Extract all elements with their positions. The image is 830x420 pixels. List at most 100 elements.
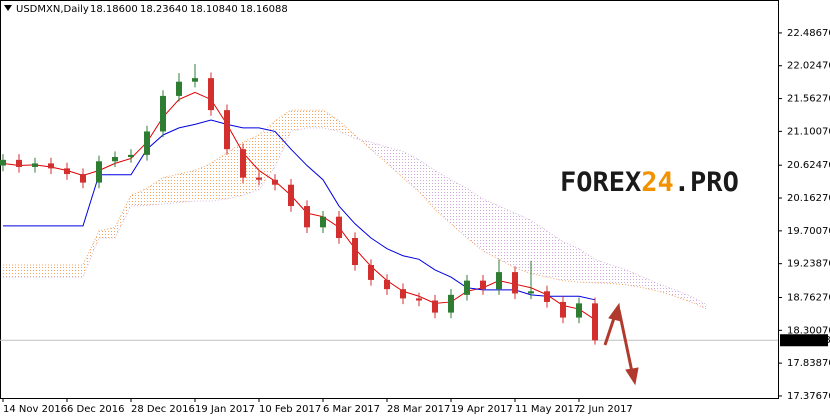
y-tick-label: 21.10070 [787,126,830,137]
candle-body [240,149,246,178]
y-tick-label: 19.23870 [787,259,830,270]
menu-triangle [4,5,12,11]
x-tick-label: 6 Mar 2017 [323,404,380,415]
candle-body [224,110,230,150]
symbol: USDMXN,Daily [16,4,89,15]
x-tick-label: 2 Jun 2017 [579,404,633,415]
candle-body [304,206,310,228]
cloud-fill [115,195,131,239]
ohlc-open: 18.18600 [90,4,138,15]
cloud-fill [371,142,387,164]
watermark: FOREX24.PRO [560,167,739,198]
candle-body [320,216,326,228]
candle-body [0,159,6,166]
cloud-fill [435,170,451,224]
candle-body [560,301,566,318]
cloud-fill [547,230,563,281]
cloud-fill [403,151,419,192]
x-tick-label: 10 Feb 2017 [259,404,321,415]
candle-body [448,294,454,313]
cloud-fill [19,265,35,278]
cloud-fill [339,120,355,139]
last-price-label: 18.16088 [783,335,830,346]
cloud-fill [499,206,515,268]
candle-body [192,78,198,82]
cloud-fill [659,284,675,297]
candle-body [592,303,598,341]
candle-body [432,300,438,313]
x-tick-label: 28 Mar 2017 [387,404,450,415]
cloud-fill [227,142,243,199]
candle-body [208,78,214,111]
cloud-fill [179,170,195,203]
candle-body [416,298,422,301]
cloud-fill [627,269,643,288]
x-tick-label: 19 Apr 2017 [451,404,513,415]
candle-body [256,177,262,180]
cloud-fill [99,227,115,239]
candle-body [384,279,390,290]
watermark-part: 24 [641,167,674,198]
y-tick-label: 18.76270 [787,292,830,303]
ohlc-low: 18.10840 [190,4,238,15]
candle-body [496,272,502,290]
cloud-fill [323,110,339,132]
y-tick-label: 17.83870 [787,358,830,369]
plot-frame [0,0,779,399]
cloud-fill [595,259,611,284]
y-tick-label: 19.70070 [787,226,830,237]
watermark-part: FOREX [560,167,641,198]
candle-body [32,163,38,167]
candle-body [512,272,518,294]
cloud-fill [483,198,499,260]
candle-body [544,291,550,302]
y-tick-label: 20.16270 [787,193,830,204]
candle-body [528,291,534,294]
arrow-down [617,309,634,373]
x-tick-label: 14 Nov 2016 [3,404,67,415]
cloud-fill [467,188,483,251]
candle-body [480,280,486,290]
candle-body [176,81,182,96]
cloud-span [3,127,708,306]
ohlc-close: 18.16088 [240,4,288,15]
cloud-fill [691,296,707,310]
arrow-up [603,314,617,346]
candle-body [128,154,134,158]
cloud-fill [275,110,291,167]
cloud-fill [643,277,659,292]
y-tick-label: 17.37670 [787,391,830,402]
candle-body [64,168,70,175]
candle-body [16,159,22,167]
candle-body [336,216,342,239]
y-tick-label: 21.56270 [787,94,830,105]
candle-body [288,184,294,207]
x-tick-label: 11 May 2017 [515,404,580,415]
candle-body [144,131,150,155]
y-tick-label: 22.02470 [787,61,830,72]
cloud-fill [243,134,259,196]
cloud-fill [307,110,323,128]
arrow-head [625,367,639,386]
cloud-fill [531,220,547,278]
candle-body [576,303,582,318]
x-tick-label: 6 Dec 2016 [67,404,125,415]
candle-body [272,179,278,185]
cloud-fill [563,241,579,283]
ohlc-high: 18.23640 [140,4,188,15]
x-tick-label: 19 Jan 2017 [195,404,255,415]
candle-body [80,174,86,183]
cloud-span [3,109,708,310]
cloud-fill [291,110,307,132]
cloud-fill [211,152,227,202]
cloud-fill [195,163,211,202]
cloud-fill [451,179,467,239]
cloud-fill [419,159,435,210]
y-tick-label: 20.62470 [787,160,830,171]
cloud-fill [515,213,531,274]
y-tick-label: 22.48670 [787,28,830,39]
cloud-fill [83,230,99,278]
candle-body [464,280,470,295]
cloud-fill [355,134,371,150]
